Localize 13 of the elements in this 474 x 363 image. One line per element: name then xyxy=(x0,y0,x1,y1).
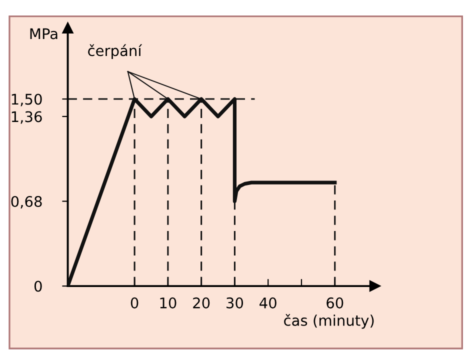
y-tick-label: 0 xyxy=(34,280,42,292)
x-tick-label: 40 xyxy=(260,297,276,308)
annotation: čerpání xyxy=(88,44,142,59)
x-axis-title: čas (minuty) xyxy=(284,314,374,329)
x-tick-label: 10 xyxy=(160,297,176,308)
x-tick-label: 30 xyxy=(226,297,244,308)
y-axis-title: MPa xyxy=(30,28,58,40)
x-tick-label: 20 xyxy=(193,297,210,308)
y-tick-label: 1,50 xyxy=(12,94,42,106)
x-tick-label: 0 xyxy=(130,297,138,308)
x-tick-label: 60 xyxy=(326,297,344,308)
y-tick-label: 1,36 xyxy=(12,111,42,124)
y-tick-label: 0,68 xyxy=(11,196,42,208)
